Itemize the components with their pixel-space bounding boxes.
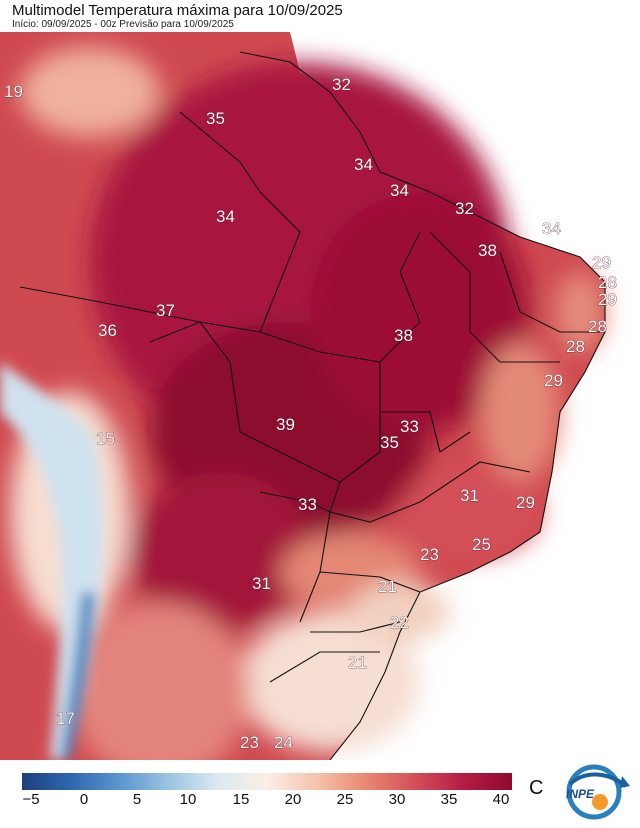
temp-label: 34: [216, 207, 235, 226]
colorbar-tick: 5: [132, 791, 142, 808]
colorbar-tick: 25: [336, 791, 354, 808]
temp-label: 38: [478, 241, 497, 260]
map-title: Multimodel Temperatura máxima para 10/09…: [12, 2, 343, 19]
colorbar-tick: 20: [284, 791, 302, 808]
colorbar-tick: 0: [79, 791, 89, 808]
temp-label: 31: [460, 486, 479, 505]
temp-label: 23: [420, 545, 439, 564]
colorbar-tick: −5: [22, 791, 40, 808]
inpe-logo: INPE: [566, 764, 630, 820]
temp-label: 24: [274, 733, 293, 752]
colorbar: [22, 773, 512, 790]
temp-label: 21: [348, 653, 367, 672]
temperature-labels: 19 32 35 34 34 34 32 34 38 29 28 29 37 3…: [4, 75, 618, 753]
temp-label: 34: [354, 155, 373, 174]
temp-label: 33: [400, 417, 419, 436]
temp-label: 29: [516, 493, 535, 512]
temp-label: 35: [380, 433, 399, 452]
temp-label: 38: [394, 326, 413, 345]
temp-label: 33: [298, 495, 317, 514]
colorbar-tick: 15: [232, 791, 250, 808]
temp-label: 19: [4, 82, 23, 101]
temp-label: 34: [542, 219, 561, 238]
temp-label: 23: [240, 733, 259, 752]
temp-label: 28: [598, 273, 617, 292]
temp-label: 25: [472, 535, 491, 554]
temp-label: 32: [332, 75, 351, 94]
andes-cold-band: [0, 362, 104, 760]
temp-label: 29: [544, 371, 563, 390]
temp-label: 37: [156, 301, 175, 320]
temperature-map: 19 32 35 34 34 34 32 34 38 29 28 29 37 3…: [0, 32, 640, 760]
temp-label: 31: [252, 574, 271, 593]
temp-label: 15: [96, 429, 115, 448]
temp-label: 28: [566, 337, 585, 356]
colorbar-tick: 10: [179, 791, 197, 808]
temp-label: 34: [390, 181, 409, 200]
temp-label: 36: [98, 321, 117, 340]
temp-label: 29: [598, 290, 617, 309]
borders: [19, 51, 606, 760]
temp-label: 29: [592, 253, 611, 272]
colorbar-tick: 30: [388, 791, 406, 808]
temp-label: 35: [206, 109, 225, 128]
temp-label: 39: [276, 415, 295, 434]
colorbar-tick: 40: [492, 791, 510, 808]
map-subtitle: Início: 09/09/2025 - 00z Previsão para 1…: [12, 19, 234, 30]
svg-text:INPE: INPE: [566, 787, 595, 801]
temp-label: 21: [378, 577, 397, 596]
temp-label: 22: [390, 613, 409, 632]
colorbar-tick: 35: [440, 791, 458, 808]
unit-label: C: [529, 777, 544, 799]
temp-label: 17: [56, 709, 75, 728]
temp-label: 28: [588, 317, 607, 336]
temp-label: 32: [455, 199, 474, 218]
